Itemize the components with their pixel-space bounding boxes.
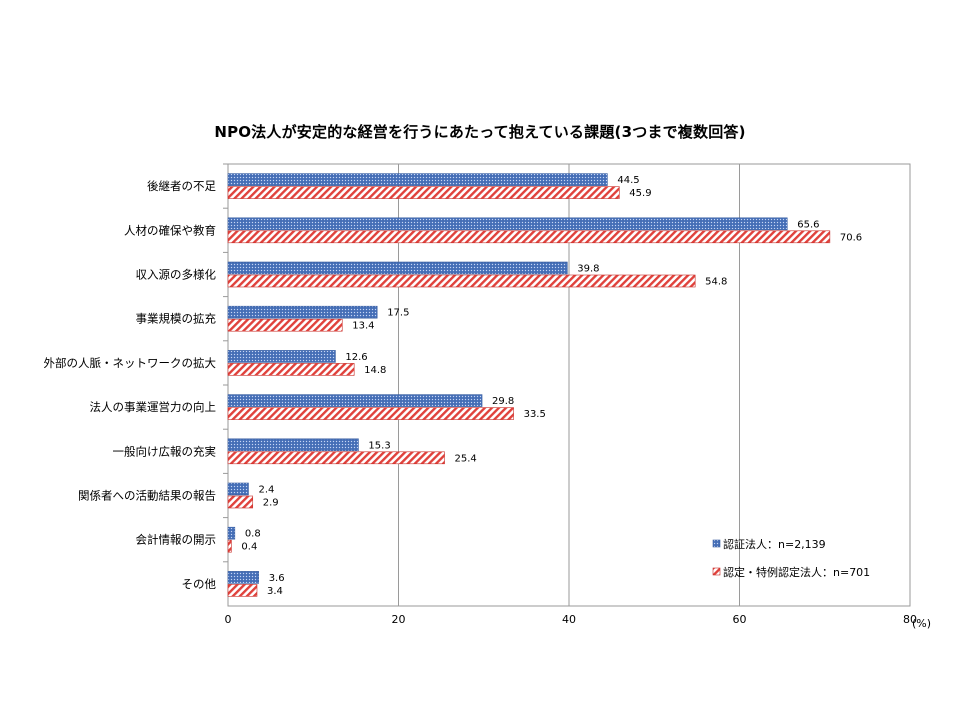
bar-series-1: [227, 482, 249, 496]
category-label: 一般向け広報の充実: [113, 444, 217, 458]
category-label: 収入源の多様化: [136, 268, 217, 282]
bar-value-label: 0.8: [245, 529, 261, 540]
bar-series-1: [227, 350, 336, 363]
category-label: 会計情報の開示: [136, 533, 217, 547]
bar-series-2: [227, 495, 254, 509]
chart-title: NPO法人が安定的な経営を行うにあたって抱えている課題(3つまで複数回答): [214, 123, 746, 141]
x-tick-label: 20: [392, 613, 406, 626]
category-label: 関係者への活動結果の報告: [78, 489, 216, 503]
bar-series-2: [227, 363, 355, 376]
bar-series-1: [227, 261, 568, 275]
x-axis-unit: (%): [912, 617, 931, 630]
bar-series-1: [227, 305, 378, 319]
legend-label: 認定・特例認定法人：n=701: [723, 565, 870, 579]
bar-value-label: 65.6: [797, 219, 819, 230]
bar-value-label: 25.4: [455, 453, 477, 464]
bar-value-label: 45.9: [629, 188, 651, 199]
bar-value-label: 13.4: [352, 321, 374, 332]
category-label: 人材の確保や教育: [124, 223, 216, 237]
bar-value-label: 39.8: [577, 264, 599, 275]
x-tick-label: 40: [562, 613, 576, 626]
category-label: 後継者の不足: [147, 179, 216, 193]
legend-label: 認証法人：n=2,139: [723, 537, 826, 551]
legend-swatch: [712, 567, 721, 576]
bar-value-label: 54.8: [705, 277, 727, 288]
bar-series-1: [227, 571, 259, 584]
x-tick-label: 60: [733, 613, 747, 626]
bar-value-label: 14.8: [364, 365, 386, 376]
bar-value-label: 33.5: [524, 409, 546, 420]
bar-value-label: 3.4: [267, 586, 283, 597]
bar-value-label: 70.6: [840, 232, 862, 243]
bar-series-1: [227, 438, 359, 452]
bar-series-2: [227, 186, 620, 199]
legend-swatch: [712, 539, 721, 548]
category-label: 事業規模の拡充: [136, 312, 217, 326]
bar-series-2: [227, 584, 258, 597]
bar-value-label: 15.3: [368, 440, 390, 451]
bar-value-label: 17.5: [387, 308, 409, 319]
bar-series-1: [227, 217, 788, 231]
bar-series-1: [227, 394, 483, 407]
bar-series-1: [227, 526, 236, 540]
category-label: 法人の事業運営力の向上: [90, 400, 217, 414]
bar-value-label: 3.6: [269, 573, 285, 584]
bar-series-2: [227, 230, 831, 244]
category-label: その他: [182, 577, 217, 591]
bar-value-label: 2.4: [258, 485, 274, 496]
bar-series-2: [227, 407, 514, 420]
bar-series-2: [227, 539, 232, 553]
bar-series-2: [227, 318, 343, 332]
bar-value-label: 2.9: [263, 498, 279, 509]
bar-series-2: [227, 451, 445, 465]
x-tick-label: 0: [225, 613, 232, 626]
bar-series-2: [227, 274, 696, 288]
bar-value-label: 12.6: [345, 352, 367, 363]
bar-series-1: [227, 173, 608, 186]
bar-value-label: 0.4: [241, 542, 257, 553]
bar-value-label: 44.5: [617, 175, 639, 186]
category-label: 外部の人脈・ネットワークの拡大: [44, 356, 217, 370]
x-tick-label: 80: [903, 613, 917, 626]
bar-value-label: 29.8: [492, 396, 514, 407]
